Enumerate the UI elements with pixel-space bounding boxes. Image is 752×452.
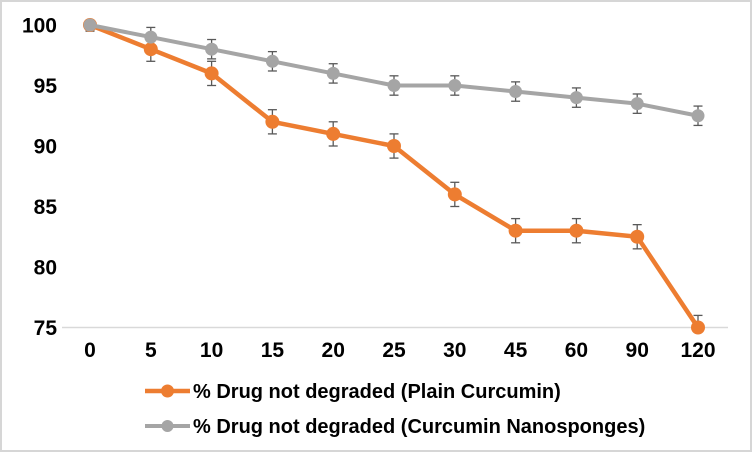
legend-marker-dot-icon — [161, 384, 174, 398]
data-point-marker — [448, 79, 462, 92]
legend-marker-dot-icon — [161, 420, 174, 432]
y-tick-label: 75 — [34, 317, 58, 340]
data-point-marker — [265, 54, 279, 68]
legend-item-curcumin-nanosponges: % Drug not degraded (Curcumin Nanosponge… — [145, 416, 645, 438]
legend: % Drug not degraded (Plain Curcumin) % D… — [145, 381, 645, 438]
y-tick-label: 85 — [34, 196, 58, 219]
y-tick-label: 95 — [34, 75, 58, 98]
legend-label-curcumin-nanosponges: % Drug not degraded (Curcumin Nanosponge… — [193, 416, 645, 438]
data-point-marker — [569, 223, 584, 238]
data-point-marker — [265, 114, 280, 129]
data-point-marker — [326, 66, 340, 80]
y-tick-label: 80 — [34, 257, 57, 280]
x-tick-label: 20 — [322, 339, 345, 362]
legend-item-plain-curcumin: % Drug not degraded (Plain Curcumin) — [145, 381, 561, 403]
data-point-marker — [387, 79, 401, 92]
data-point-marker — [691, 320, 705, 335]
data-point-marker — [204, 66, 219, 81]
data-point-marker — [508, 223, 523, 238]
data-point-marker — [83, 18, 97, 32]
y-tick-label: 90 — [34, 136, 57, 159]
data-point-marker — [144, 30, 158, 44]
x-tick-label: 30 — [443, 339, 466, 362]
x-axis-tick-labels: 0 5 10 15 20 25 30 45 60 90 120 — [84, 339, 715, 362]
data-point-marker — [569, 91, 583, 105]
error-bars — [85, 25, 703, 328]
y-tick-label: 100 — [22, 15, 57, 38]
legend-label-plain-curcumin: % Drug not degraded (Plain Curcumin) — [193, 381, 561, 403]
x-tick-label: 120 — [680, 339, 715, 362]
series-lines-and-markers — [83, 18, 705, 335]
series-line — [87, 22, 701, 330]
x-tick-label: 5 — [145, 339, 157, 362]
data-point-marker — [630, 97, 644, 111]
x-tick-label: 45 — [504, 339, 528, 362]
x-tick-label: 10 — [200, 339, 223, 362]
data-point-marker — [143, 42, 158, 57]
x-tick-label: 60 — [565, 339, 588, 362]
series-line — [88, 23, 700, 118]
data-point-marker — [691, 109, 705, 123]
x-tick-label: 15 — [261, 339, 285, 362]
x-tick-label: 90 — [626, 339, 649, 362]
data-point-marker — [447, 187, 462, 202]
x-tick-label: 25 — [382, 339, 406, 362]
data-point-marker — [387, 139, 401, 153]
y-axis-tick-labels: 100 95 90 85 80 75 — [22, 15, 57, 341]
x-tick-label: 0 — [84, 339, 96, 362]
data-point-marker — [630, 229, 645, 244]
data-point-marker — [205, 42, 219, 56]
data-point-marker — [509, 85, 523, 99]
data-point-marker — [326, 126, 341, 141]
